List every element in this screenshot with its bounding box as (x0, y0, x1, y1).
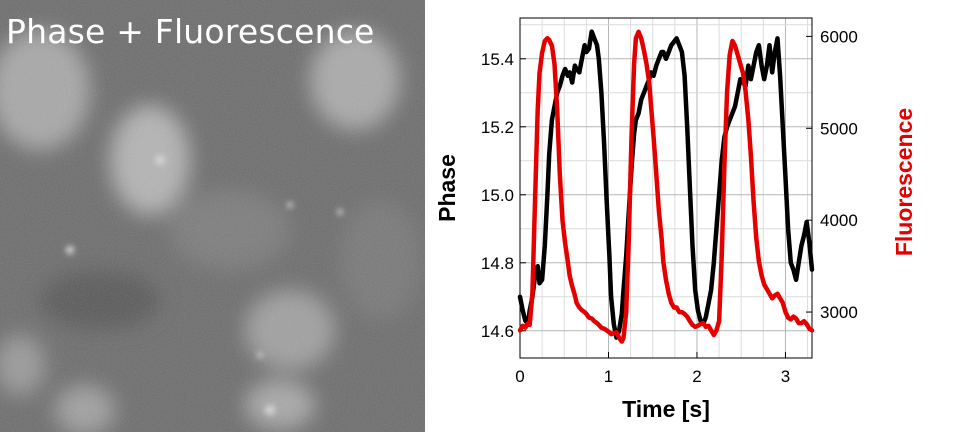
y-left-tick-label: 15.2 (481, 118, 514, 137)
x-tick-label: 1 (604, 367, 613, 386)
x-axis-title: Time [s] (622, 396, 710, 422)
y-right-tick-label: 4000 (820, 211, 858, 230)
y-right-tick-label: 3000 (820, 303, 858, 322)
fluorescence-series-line (517, 29, 815, 344)
y-right-tick-label: 6000 (820, 27, 858, 46)
y-axis-left-title: Phase (434, 154, 460, 222)
y-right-tick-label: 5000 (820, 119, 858, 138)
y-left-tick-label: 15.0 (481, 186, 514, 205)
dual-axis-line-chart: 0 1 2 3 14.6 14.8 15.0 15.2 15.4 3000 4000 5000 6000… (425, 0, 956, 432)
x-tick-label: 3 (781, 367, 790, 386)
x-tick-label: 2 (692, 367, 701, 386)
microscopy-image: Phase + Fluorescence (0, 0, 425, 432)
phase-series-line (517, 29, 815, 340)
x-tick-label: 0 (515, 367, 524, 386)
y-left-tick-label: 14.8 (481, 254, 514, 273)
chart-svg: 0 1 2 3 14.6 14.8 15.0 15.2 15.4 3000 4000 5000 6000… (434, 17, 917, 422)
y-axis-right-title: Fluorescence (891, 108, 917, 256)
plot-frame (519, 17, 813, 359)
image-label: Phase + Fluorescence (6, 12, 375, 51)
ticks: 0 1 2 3 14.6 14.8 15.0 15.2 15.4 3000 4000 5000 6000 (481, 27, 858, 386)
series (517, 29, 815, 344)
microscopy-texture (0, 0, 425, 432)
y-left-tick-label: 14.6 (481, 322, 514, 341)
y-left-tick-label: 15.4 (481, 50, 514, 69)
